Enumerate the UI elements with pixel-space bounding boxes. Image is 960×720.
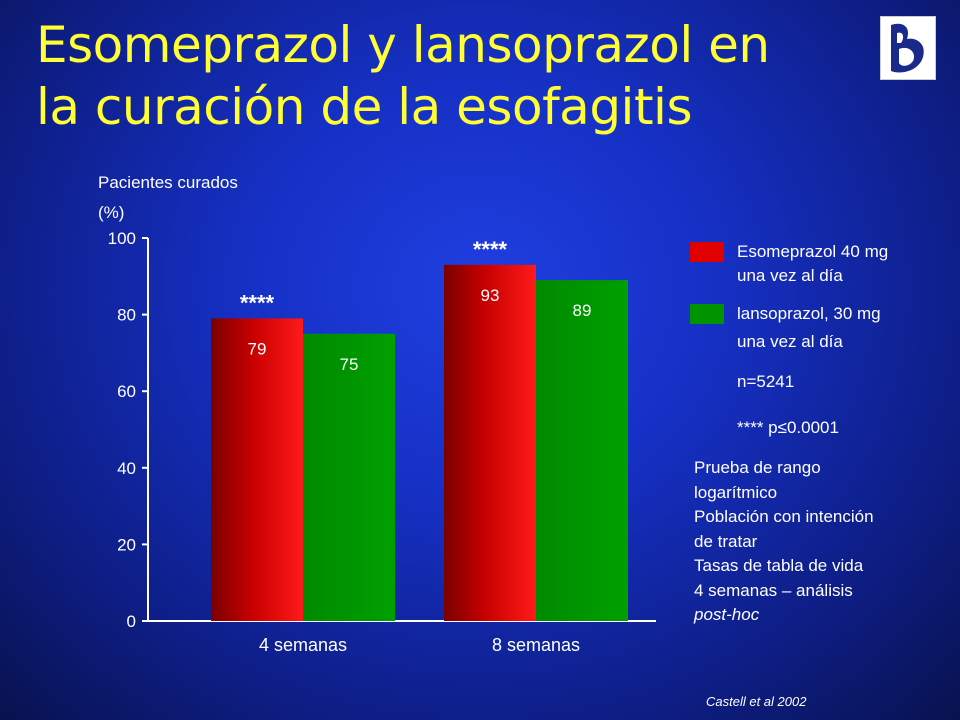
value-label-lansoprazol-1: 75 xyxy=(340,355,359,374)
page-title: Esomeprazol y lansoprazol en la curación… xyxy=(36,14,856,138)
logo-icon xyxy=(880,16,936,80)
y-tick-label: 0 xyxy=(127,612,136,631)
y-tick-label: 40 xyxy=(117,459,136,478)
bar-lansoprazol-1 xyxy=(303,333,395,621)
value-label-esomeprazol-1: 79 xyxy=(248,339,267,358)
legend-label-esomeprazol-2: una vez al día xyxy=(737,266,843,285)
sample-size-note: n=5241 xyxy=(737,372,795,391)
bar-lansoprazol-2 xyxy=(536,280,628,621)
legend-label-lansoprazol-2: una vez al día xyxy=(737,332,843,351)
y-tick-label: 100 xyxy=(108,229,136,248)
title-line-2: la curación de la esofagitis xyxy=(36,78,693,136)
y-tick-label: 60 xyxy=(117,382,136,401)
significance-note: **** p≤0.0001 xyxy=(737,418,839,437)
method-notes: Prueba de rango logarítmico Población con … xyxy=(694,456,874,628)
legend-label-lansoprazol-1: lansoprazol, 30 mg xyxy=(737,304,881,323)
legend-swatch-lansoprazol xyxy=(690,304,724,324)
note-line-5: Tasas de tabla de vida xyxy=(694,556,864,575)
note-line-4: de tratar xyxy=(694,531,758,551)
category-label-2: 8 semanas xyxy=(492,635,580,655)
category-label-1: 4 semanas xyxy=(259,635,347,655)
note-line-7: post-hoc xyxy=(694,605,760,624)
y-tick-label: 20 xyxy=(117,535,136,554)
y-axis-title-line-2: (%) xyxy=(98,203,125,222)
logo-graphic xyxy=(891,23,924,73)
value-label-lansoprazol-2: 89 xyxy=(573,301,592,320)
y-axis-title: Pacientes curados (%) xyxy=(98,168,238,228)
note-line-6: 4 semanas – análisis xyxy=(694,580,853,600)
source-citation: Castell et al 2002 xyxy=(706,694,807,709)
title-line-1: Esomeprazol y lansoprazol en xyxy=(36,16,770,74)
note-line-2: logarítmico xyxy=(694,482,778,502)
bar-esomeprazol-2 xyxy=(444,264,536,621)
note-line-1: Prueba de rango xyxy=(694,458,821,477)
significance-stars-2: **** xyxy=(473,237,508,262)
y-axis-title-line-1: Pacientes curados xyxy=(98,173,238,192)
bar-esomeprazol-1 xyxy=(211,318,303,621)
value-label-esomeprazol-2: 93 xyxy=(481,286,500,305)
legend-swatch-esomeprazol xyxy=(690,242,724,262)
y-tick-label: 80 xyxy=(117,306,136,325)
note-line-3: Población con intención xyxy=(694,507,874,526)
significance-stars-1: **** xyxy=(240,290,275,315)
legend-label-esomeprazol-1: Esomeprazol 40 mg xyxy=(737,242,889,261)
